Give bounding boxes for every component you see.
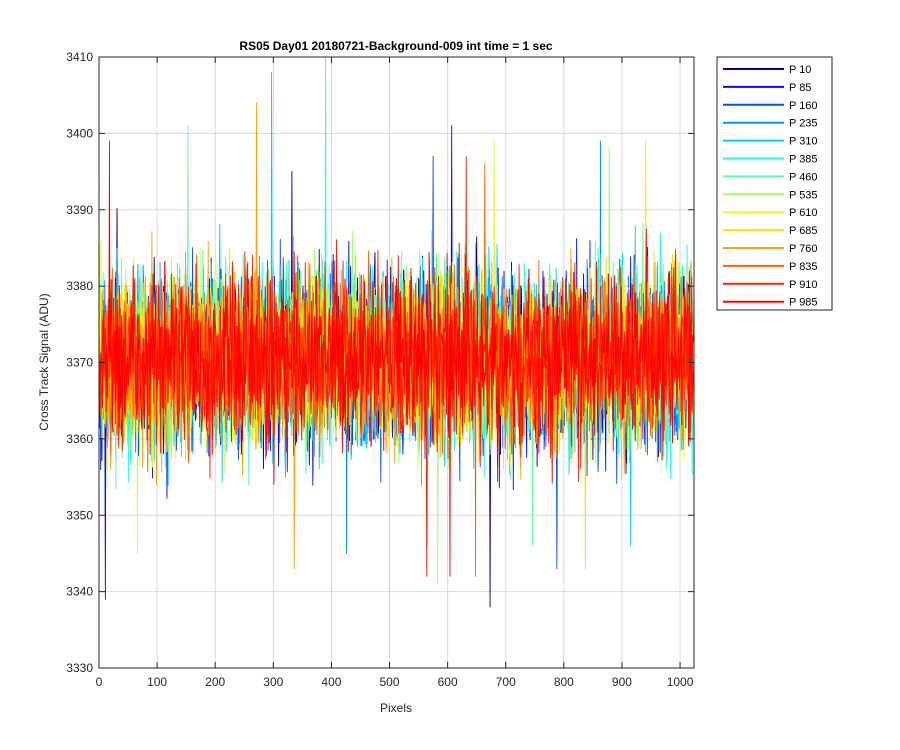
legend-label: P 910: [789, 279, 818, 291]
legend-label: P 985: [789, 297, 818, 309]
x-tick-label: 900: [612, 675, 632, 689]
legend-label: P 85: [789, 82, 811, 94]
x-axis-label: Pixels: [380, 701, 412, 715]
legend: P 10 P 85 P 160 P 235 P 310 P 385 P 460 P 535 P …: [716, 56, 833, 311]
x-tick-labels: 0 100 200 300 400 500 600 700 800 900 1000: [96, 675, 694, 689]
legend-label: P 535: [789, 189, 818, 201]
y-tick-label: 3370: [66, 356, 93, 370]
y-tick-label: 3400: [66, 126, 93, 140]
x-tick-label: 100: [147, 675, 167, 689]
legend-label: P 235: [789, 118, 818, 130]
legend-items: P 10 P 85 P 160 P 235 P 310 P 385 P 460 P 535 P …: [723, 64, 818, 309]
y-tick-label: 3380: [66, 279, 93, 293]
legend-label: P 835: [789, 261, 818, 273]
legend-label: P 10: [789, 64, 811, 76]
y-axis-label: Cross Track Signal (ADU): [37, 293, 51, 430]
y-tick-label: 3330: [66, 661, 93, 675]
y-tick-label: 3340: [66, 585, 93, 599]
chart-title: RS05 Day01 20180721-Background-009 int t…: [239, 39, 552, 53]
legend-label: P 160: [789, 100, 818, 112]
plot-area: [98, 56, 695, 669]
x-tick-label: 800: [554, 675, 574, 689]
y-tick-labels: 3330 3340 3350 3360 3370 3380 3390 3400 3410: [66, 50, 93, 675]
x-tick-label: 300: [263, 675, 283, 689]
x-tick-label: 700: [496, 675, 516, 689]
legend-label: P 460: [789, 171, 818, 183]
y-tick-label: 3390: [66, 203, 93, 217]
series-layer: [99, 56, 695, 608]
x-tick-label: 500: [380, 675, 400, 689]
x-tick-label: 0: [96, 675, 103, 689]
legend-label: P 760: [789, 243, 818, 255]
y-tick-label: 3350: [66, 508, 93, 522]
x-tick-label: 400: [321, 675, 341, 689]
x-tick-label: 200: [205, 675, 225, 689]
legend-label: P 685: [789, 225, 818, 237]
ticks: [98, 56, 694, 669]
legend-label: P 310: [789, 136, 818, 148]
y-tick-label: 3360: [66, 432, 93, 446]
y-tick-label: 3410: [66, 50, 93, 64]
legend-label: P 610: [789, 207, 818, 219]
legend-label: P 385: [789, 154, 818, 166]
legend-box: [716, 56, 833, 311]
x-tick-label: 600: [438, 675, 458, 689]
series-line-p-985: [99, 140, 695, 577]
x-tick-label: 1000: [667, 675, 694, 689]
